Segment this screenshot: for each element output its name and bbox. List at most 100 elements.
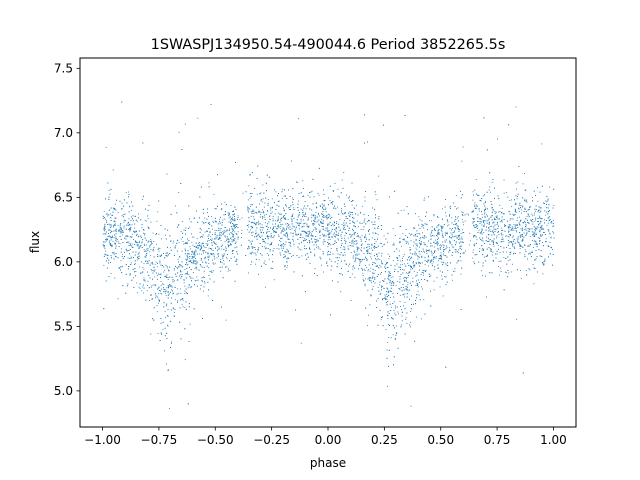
data-point bbox=[252, 227, 254, 228]
data-point bbox=[189, 286, 191, 288]
data-point bbox=[437, 241, 439, 243]
data-point bbox=[496, 217, 498, 219]
data-point bbox=[532, 247, 534, 248]
data-point bbox=[392, 281, 394, 283]
data-point bbox=[196, 244, 198, 246]
data-point bbox=[509, 200, 511, 201]
data-point bbox=[356, 235, 358, 237]
data-point bbox=[489, 226, 491, 227]
data-point bbox=[383, 124, 384, 126]
data-point bbox=[440, 244, 441, 246]
data-point bbox=[250, 243, 252, 245]
data-point bbox=[259, 236, 260, 237]
data-point bbox=[122, 285, 124, 287]
data-point bbox=[145, 260, 146, 262]
data-point bbox=[369, 304, 371, 306]
data-point bbox=[413, 235, 415, 237]
data-point bbox=[130, 236, 132, 238]
data-point bbox=[354, 261, 356, 263]
data-point bbox=[295, 228, 297, 230]
data-point bbox=[120, 266, 122, 268]
data-point bbox=[419, 238, 421, 240]
data-point bbox=[137, 241, 139, 243]
data-point bbox=[449, 214, 450, 216]
data-point bbox=[312, 203, 314, 205]
data-point bbox=[261, 265, 262, 267]
data-point bbox=[367, 246, 369, 248]
data-point bbox=[353, 234, 355, 236]
data-point bbox=[207, 256, 209, 258]
data-point bbox=[501, 227, 503, 229]
data-point bbox=[341, 208, 343, 209]
data-point bbox=[196, 276, 198, 278]
data-point bbox=[304, 223, 306, 225]
data-point bbox=[115, 231, 117, 232]
data-point bbox=[230, 257, 232, 259]
data-point bbox=[180, 338, 182, 340]
data-point bbox=[388, 313, 390, 314]
data-point bbox=[281, 245, 283, 247]
data-point bbox=[332, 190, 334, 191]
data-point bbox=[386, 303, 388, 305]
data-point bbox=[213, 241, 215, 243]
data-point bbox=[193, 272, 194, 273]
data-point bbox=[336, 266, 338, 268]
data-point bbox=[442, 235, 443, 237]
data-point bbox=[367, 270, 369, 272]
data-point bbox=[192, 277, 194, 279]
data-point bbox=[106, 212, 108, 214]
data-point bbox=[130, 264, 132, 265]
data-point bbox=[160, 255, 162, 257]
data-point bbox=[533, 190, 535, 192]
data-point bbox=[248, 245, 250, 247]
data-point bbox=[419, 299, 421, 301]
data-point bbox=[165, 275, 167, 277]
data-point bbox=[512, 245, 514, 247]
data-point bbox=[446, 231, 448, 233]
data-point bbox=[340, 192, 342, 194]
data-point bbox=[286, 228, 287, 230]
data-point bbox=[352, 268, 354, 270]
data-point bbox=[141, 199, 143, 200]
data-point bbox=[415, 235, 417, 237]
data-point bbox=[232, 253, 234, 254]
data-point bbox=[436, 234, 437, 236]
data-point bbox=[169, 407, 170, 409]
data-point bbox=[142, 267, 144, 268]
data-point bbox=[449, 236, 451, 238]
data-point bbox=[522, 227, 524, 229]
data-point bbox=[340, 252, 342, 254]
data-point bbox=[461, 211, 463, 213]
data-point bbox=[203, 245, 204, 247]
data-point bbox=[381, 272, 382, 273]
data-point bbox=[498, 211, 500, 213]
data-point bbox=[114, 220, 116, 222]
data-point bbox=[228, 214, 230, 216]
data-point bbox=[401, 263, 403, 265]
data-point bbox=[395, 314, 397, 316]
data-point bbox=[356, 250, 358, 252]
data-point bbox=[483, 232, 485, 233]
data-point bbox=[185, 227, 187, 229]
data-point bbox=[236, 259, 238, 261]
data-point bbox=[174, 299, 176, 301]
data-point bbox=[387, 311, 389, 313]
data-point bbox=[433, 241, 435, 243]
data-point bbox=[107, 239, 108, 241]
data-point bbox=[147, 271, 148, 273]
data-point bbox=[435, 230, 436, 231]
data-point bbox=[477, 214, 479, 216]
data-point bbox=[433, 258, 435, 260]
data-point bbox=[110, 273, 112, 274]
data-point bbox=[395, 338, 396, 340]
data-point bbox=[402, 233, 404, 234]
data-point bbox=[111, 252, 113, 254]
data-point bbox=[151, 284, 153, 286]
data-point bbox=[502, 238, 504, 240]
data-point bbox=[258, 211, 260, 213]
data-point bbox=[540, 234, 542, 236]
data-point bbox=[254, 247, 256, 248]
data-point bbox=[270, 227, 271, 229]
data-point bbox=[164, 276, 166, 277]
data-point bbox=[149, 277, 151, 279]
